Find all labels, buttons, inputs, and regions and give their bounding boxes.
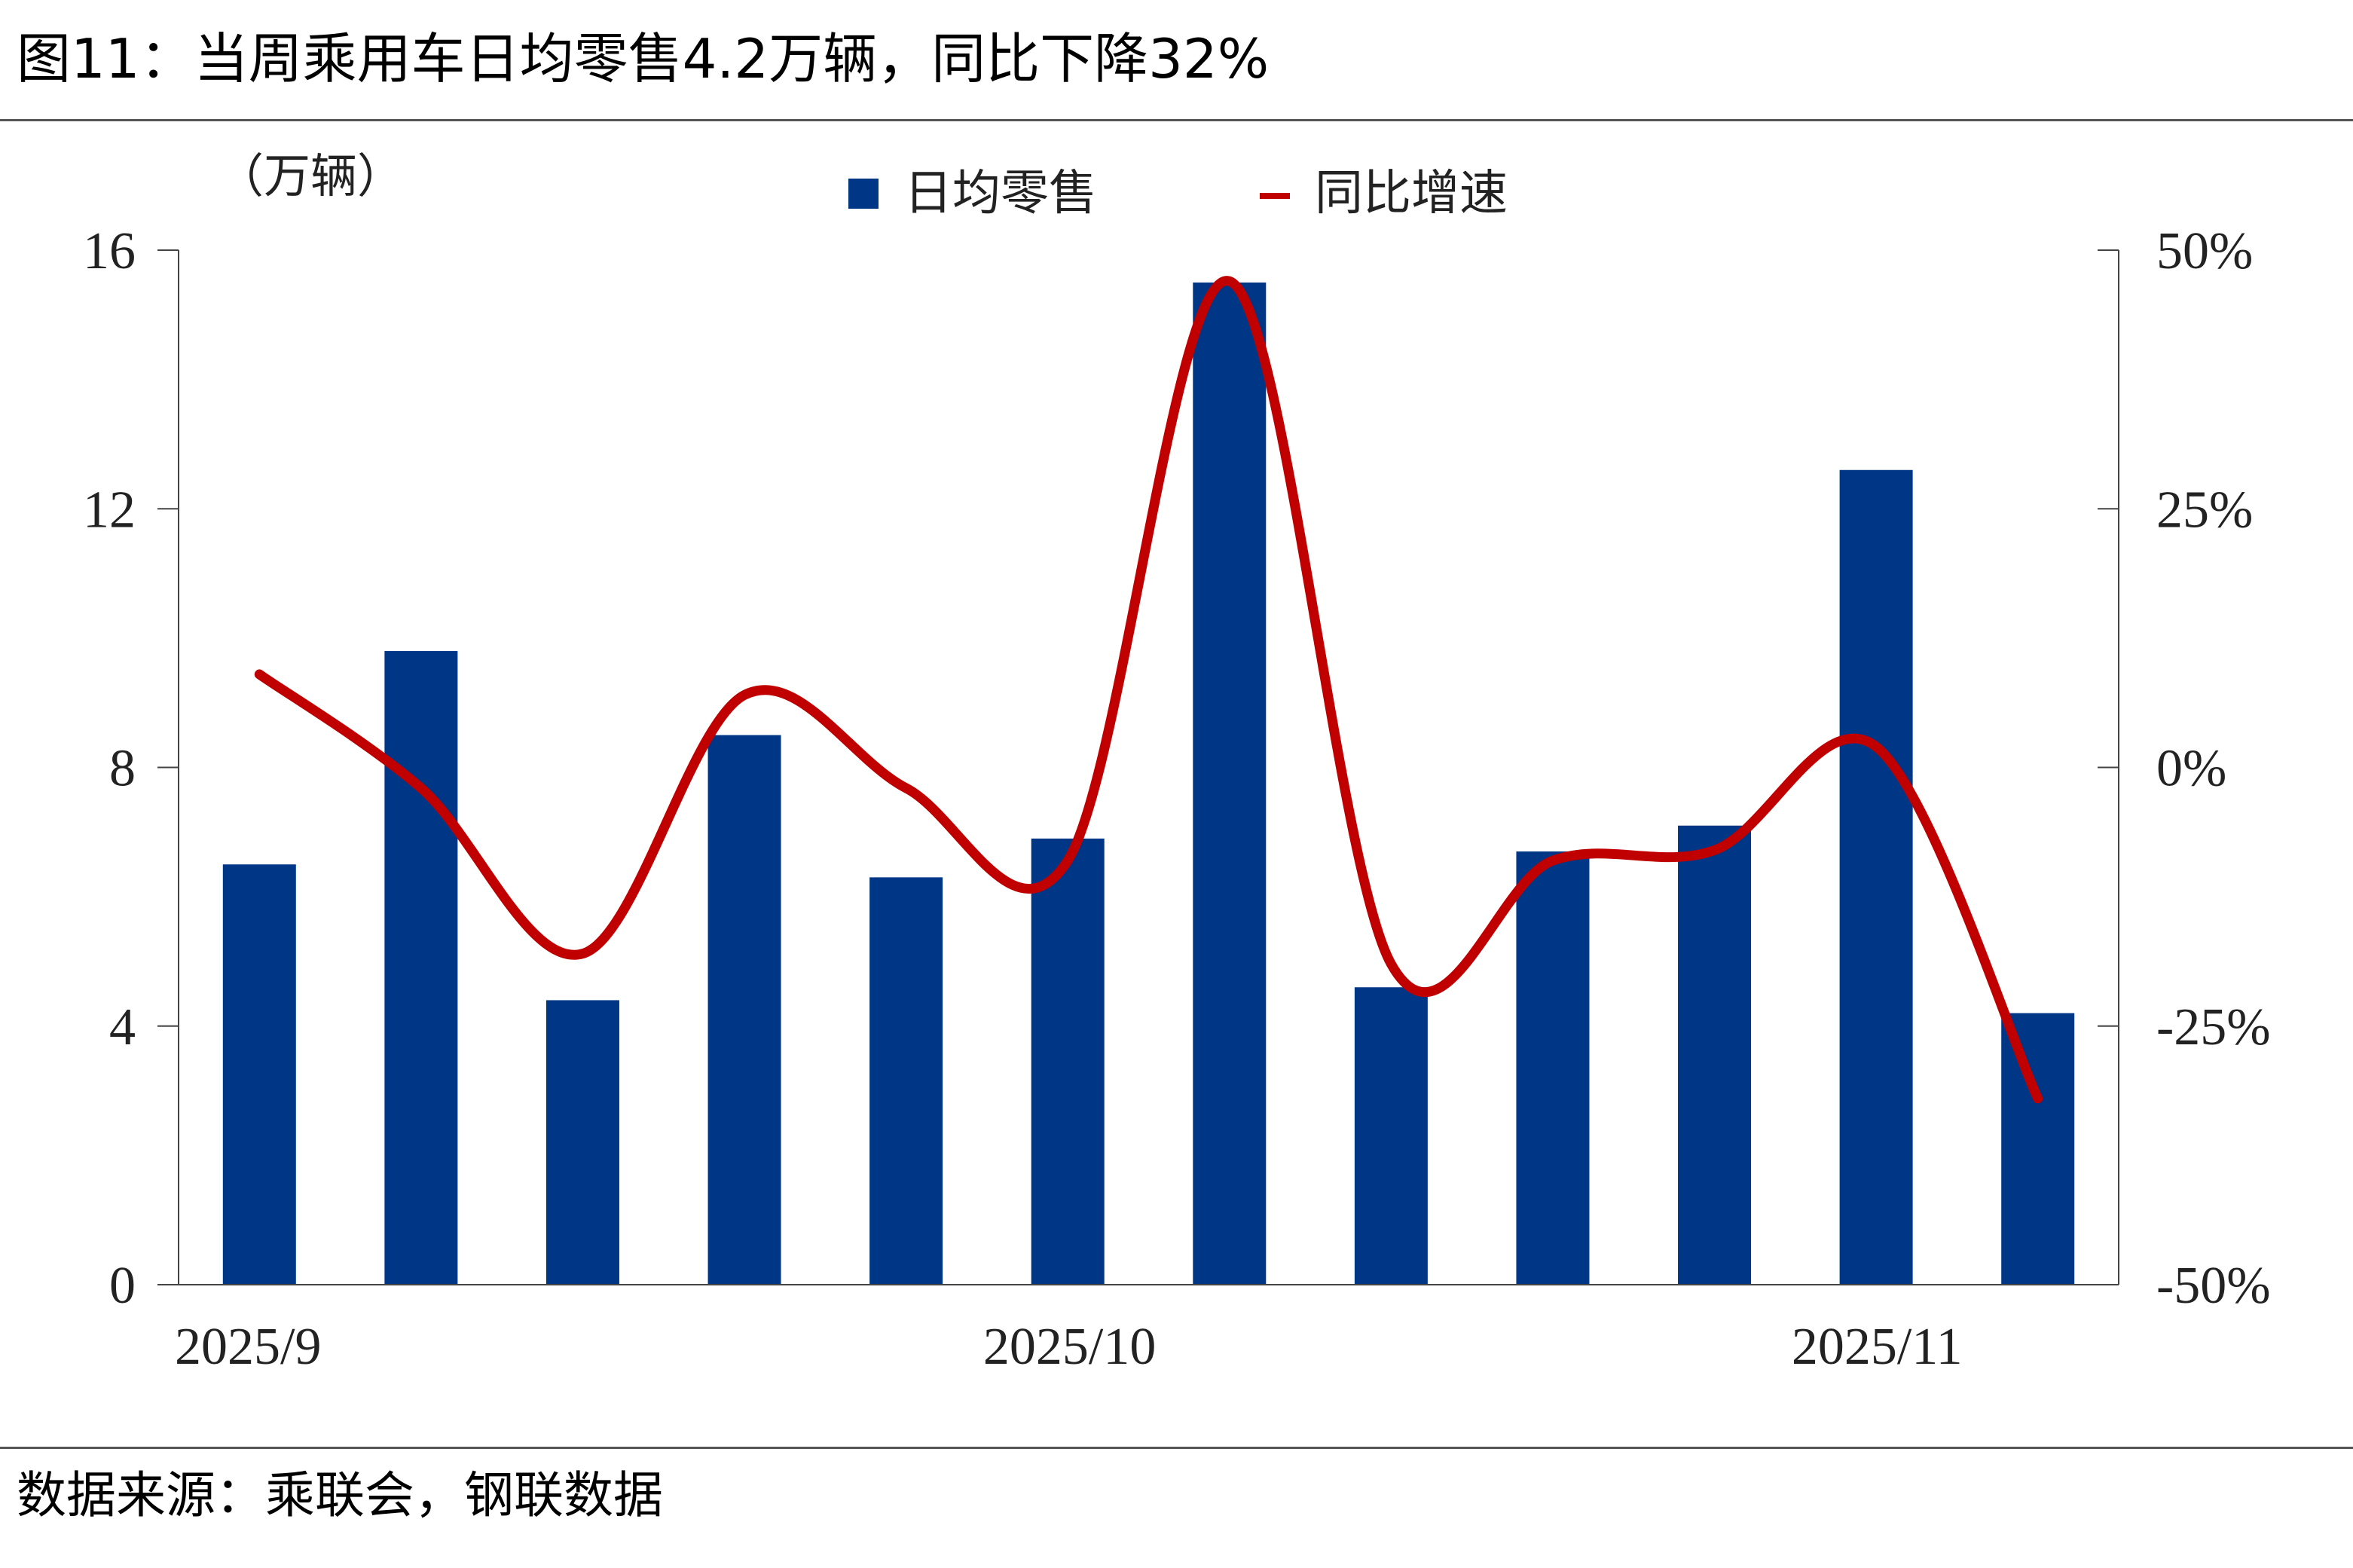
data-source: 数据来源：乘联会，钢联数据 xyxy=(17,1466,663,1524)
x-tick-label: 2025/9 xyxy=(175,1318,321,1376)
chart-area: 日均零售 同比增速 （万辆） 0 -50% 4 -25% 8 0% 12 25% 16 50% 20… xyxy=(83,148,2271,1376)
bar-2 xyxy=(545,1000,619,1285)
legend-bar-label: 日均零售 xyxy=(904,166,1097,222)
left-tick-label: 4 xyxy=(109,998,136,1056)
legend-bar-swatch xyxy=(848,179,879,209)
top-divider xyxy=(0,119,2353,121)
bar-5 xyxy=(1031,838,1105,1285)
axes xyxy=(157,249,2119,1285)
bar-7 xyxy=(1354,987,1428,1285)
bar-series xyxy=(222,282,2075,1285)
chart-title: 图11：当周乘用车日均零售4.2万辆，同比下降32% xyxy=(17,27,1270,90)
left-tick-label: 12 xyxy=(83,481,136,539)
bar-8 xyxy=(1516,851,1590,1285)
bar-10 xyxy=(1839,469,1913,1285)
bar-11 xyxy=(2001,1013,2075,1285)
bar-3 xyxy=(707,735,781,1285)
x-tick-label: 2025/11 xyxy=(1792,1318,1963,1376)
right-tick-label: -50% xyxy=(2156,1257,2271,1315)
left-axis-unit: （万辆） xyxy=(217,148,404,203)
bar-4 xyxy=(869,877,943,1285)
legend-line-label: 同比增速 xyxy=(1315,166,1508,222)
line-series xyxy=(254,276,2043,1104)
right-tick-label: 0% xyxy=(2156,740,2226,798)
right-tick-label: -25% xyxy=(2156,998,2271,1056)
tick-labels: 0 -50% 4 -25% 8 0% 12 25% 16 50% 2025/9 2025/10 2025… xyxy=(83,222,2271,1376)
left-tick-label: 16 xyxy=(83,222,136,280)
right-tick-label: 50% xyxy=(2156,222,2253,280)
bar-1 xyxy=(384,651,458,1285)
bar-9 xyxy=(1678,825,1752,1285)
legend: 日均零售 同比增速 xyxy=(848,166,1508,222)
right-tick-label: 25% xyxy=(2156,481,2253,539)
x-tick-label: 2025/10 xyxy=(983,1318,1156,1376)
bar-0 xyxy=(222,864,296,1285)
bottom-divider xyxy=(0,1447,2353,1449)
bar-6 xyxy=(1193,282,1267,1285)
left-tick-label: 8 xyxy=(109,740,136,798)
yoy-growth-line xyxy=(254,276,2043,1104)
left-tick-label: 0 xyxy=(109,1257,136,1315)
